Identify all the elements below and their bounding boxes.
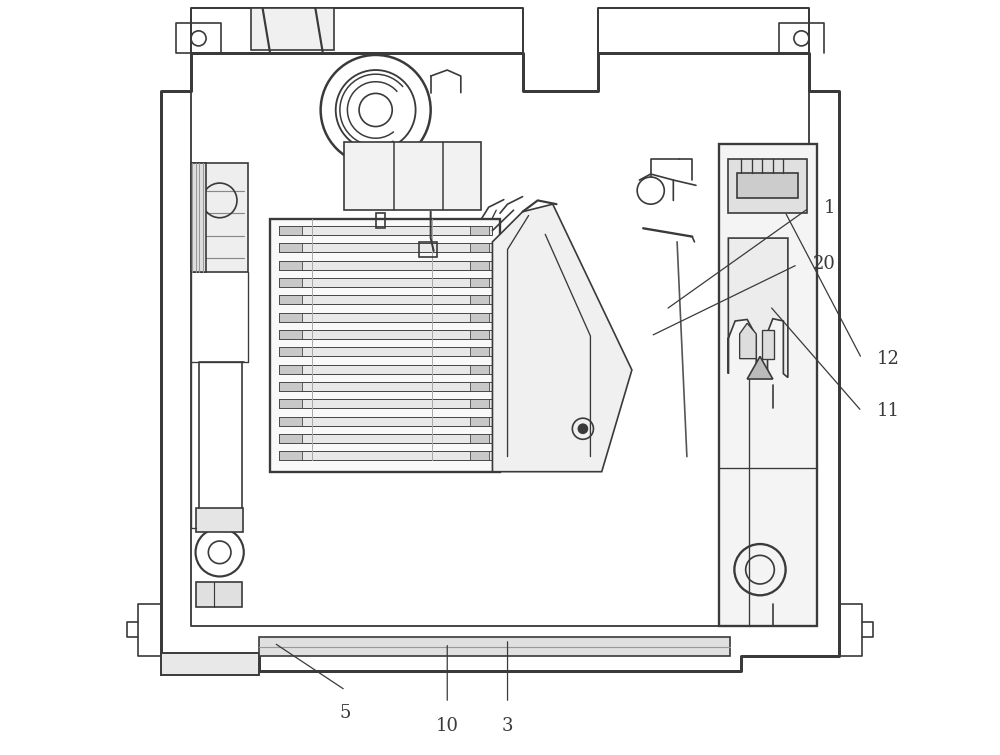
Bar (470, 382, 489, 391)
Bar (470, 295, 489, 304)
Bar (470, 365, 489, 374)
Polygon shape (196, 582, 242, 607)
Bar (470, 260, 489, 270)
Circle shape (578, 424, 587, 433)
Bar (279, 260, 492, 270)
Bar (196, 508, 243, 532)
Bar (470, 399, 489, 408)
Bar (191, 163, 248, 272)
Bar (279, 417, 492, 426)
Bar (279, 382, 302, 391)
Bar (279, 243, 302, 252)
Bar (470, 451, 489, 461)
Text: 1: 1 (824, 199, 836, 217)
Bar (470, 434, 489, 443)
Bar (279, 399, 492, 408)
Bar (279, 434, 492, 443)
Text: 10: 10 (436, 716, 459, 735)
Bar (279, 226, 302, 235)
Bar (279, 417, 302, 426)
Text: 3: 3 (502, 716, 513, 735)
Bar (279, 278, 302, 287)
Bar (470, 278, 489, 287)
Bar (728, 159, 807, 213)
Text: 5: 5 (340, 704, 351, 722)
Polygon shape (728, 238, 788, 378)
Bar (279, 295, 492, 304)
Bar (344, 143, 481, 210)
Bar (279, 278, 492, 287)
Polygon shape (161, 652, 259, 675)
Bar (279, 365, 492, 374)
Text: 11: 11 (877, 402, 900, 421)
Polygon shape (740, 323, 756, 359)
Bar (191, 163, 206, 272)
Bar (279, 313, 492, 322)
Bar (470, 330, 489, 339)
Bar (270, 219, 500, 472)
Bar (251, 8, 334, 50)
Bar (279, 399, 302, 408)
Bar (279, 347, 492, 356)
Bar (279, 365, 302, 374)
Polygon shape (747, 356, 773, 379)
Bar (279, 330, 492, 339)
Bar (279, 434, 302, 443)
Bar (719, 144, 817, 626)
Bar (279, 382, 492, 391)
Bar (470, 347, 489, 356)
Bar (259, 636, 730, 656)
Bar (470, 226, 489, 235)
Bar (470, 243, 489, 252)
Bar (279, 451, 492, 461)
Bar (737, 173, 798, 198)
Polygon shape (762, 330, 774, 359)
Bar (279, 295, 302, 304)
Bar (279, 260, 302, 270)
Text: 20: 20 (813, 255, 836, 273)
Bar (470, 417, 489, 426)
Bar (279, 313, 302, 322)
Bar (419, 242, 437, 257)
Text: 12: 12 (877, 350, 900, 368)
Bar (376, 213, 385, 228)
Polygon shape (492, 204, 632, 472)
Bar (279, 330, 302, 339)
Bar (279, 226, 492, 235)
Bar (279, 347, 302, 356)
Bar (279, 243, 492, 252)
Bar (470, 313, 489, 322)
Bar (279, 451, 302, 461)
